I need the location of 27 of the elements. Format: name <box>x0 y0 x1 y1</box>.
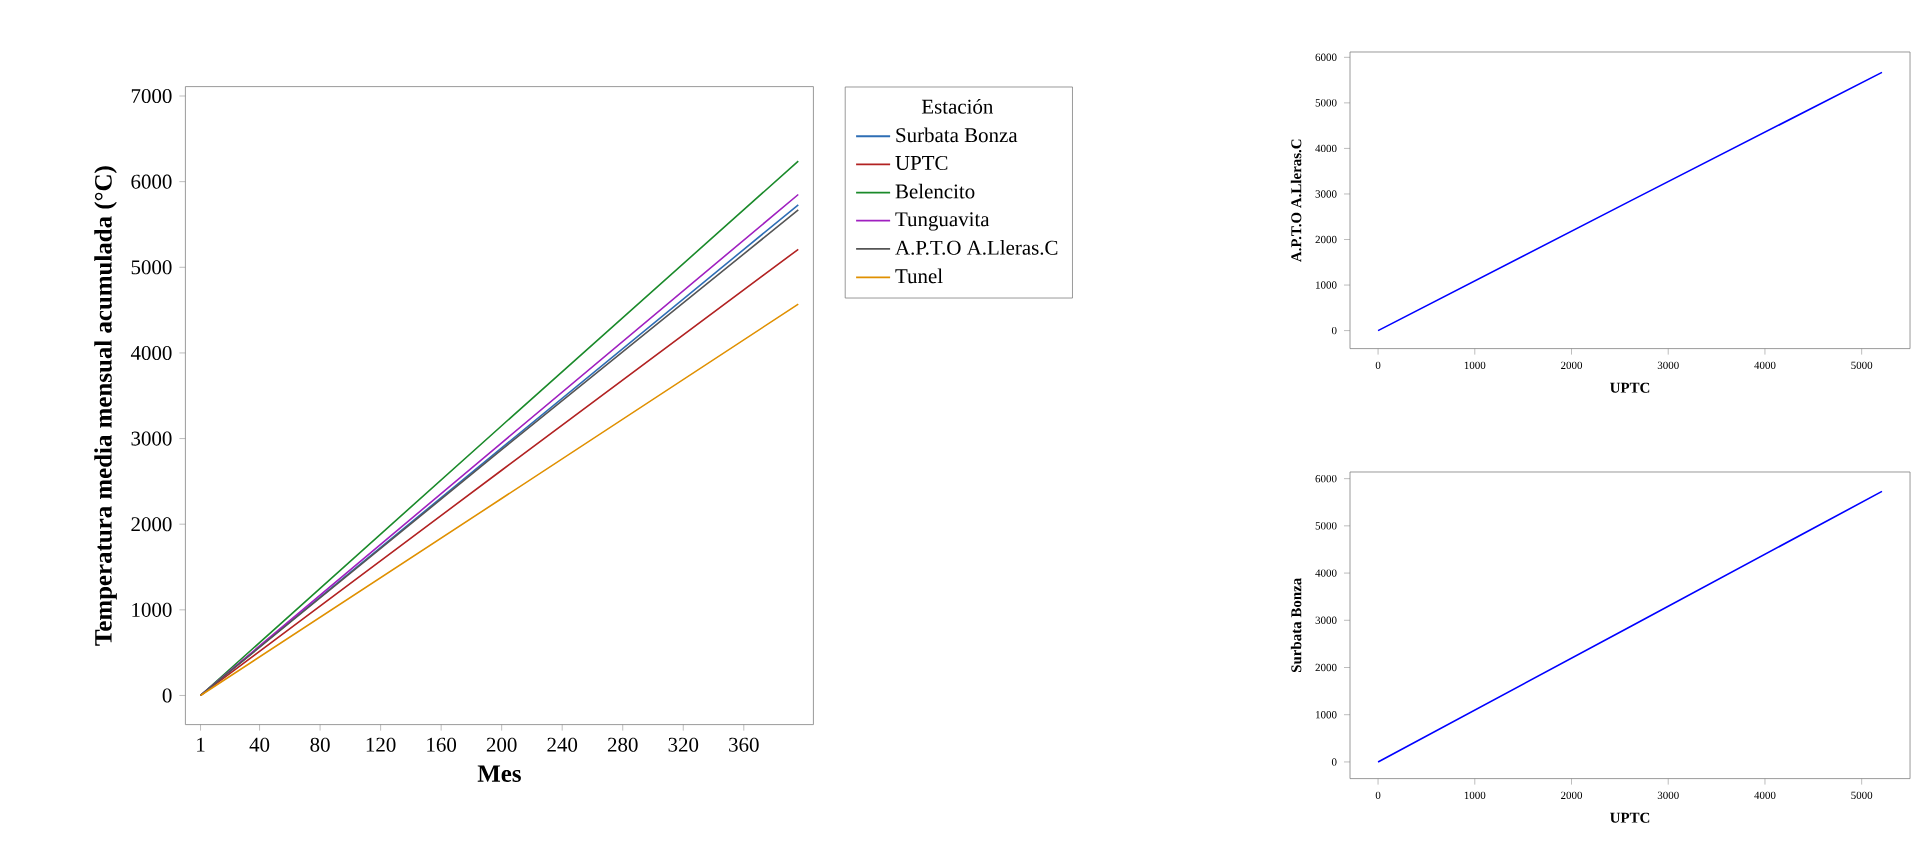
x-tick-label: 160 <box>427 737 457 752</box>
x-tick-label: 40 <box>249 737 270 752</box>
y-tick-label: 3000 <box>131 431 172 446</box>
x-tick-label: 200 <box>486 737 517 752</box>
y-tick-label: 7000 <box>131 88 172 104</box>
y-tick-label: 6000 <box>131 174 172 189</box>
x-axis-title: Mes <box>477 765 521 782</box>
x-tick-label: 120 <box>366 737 396 752</box>
x-tick-label: 1 <box>197 737 205 752</box>
legend-label: Tunel <box>895 268 943 284</box>
x-tick-label: 80 <box>310 737 330 752</box>
y-tick-label: 4000 <box>130 345 172 360</box>
x-tick-label: 320 <box>668 737 699 752</box>
legend-label: Tunguavita <box>895 212 990 231</box>
x-tick-label: 240 <box>547 737 578 752</box>
y-tick-label: 2000 <box>131 517 172 532</box>
legend-label: Surbata Bonza <box>896 127 1018 143</box>
legend-title: Estación <box>921 98 994 114</box>
legend-label: A.P.T.O A.Lleras.C <box>895 240 1058 255</box>
y-tick-label: 5000 <box>131 260 172 275</box>
y-tick-label: 1000 <box>132 602 172 617</box>
y-axis-title: Temperatura media mensual acumulada (°C) <box>94 166 117 646</box>
y-tick-label: 0 <box>162 688 172 703</box>
x-tick-label: 360 <box>729 737 759 752</box>
legend-label: Belencito <box>895 183 975 199</box>
x-tick-label: 280 <box>607 737 638 752</box>
legend-label: UPTC <box>895 155 948 171</box>
